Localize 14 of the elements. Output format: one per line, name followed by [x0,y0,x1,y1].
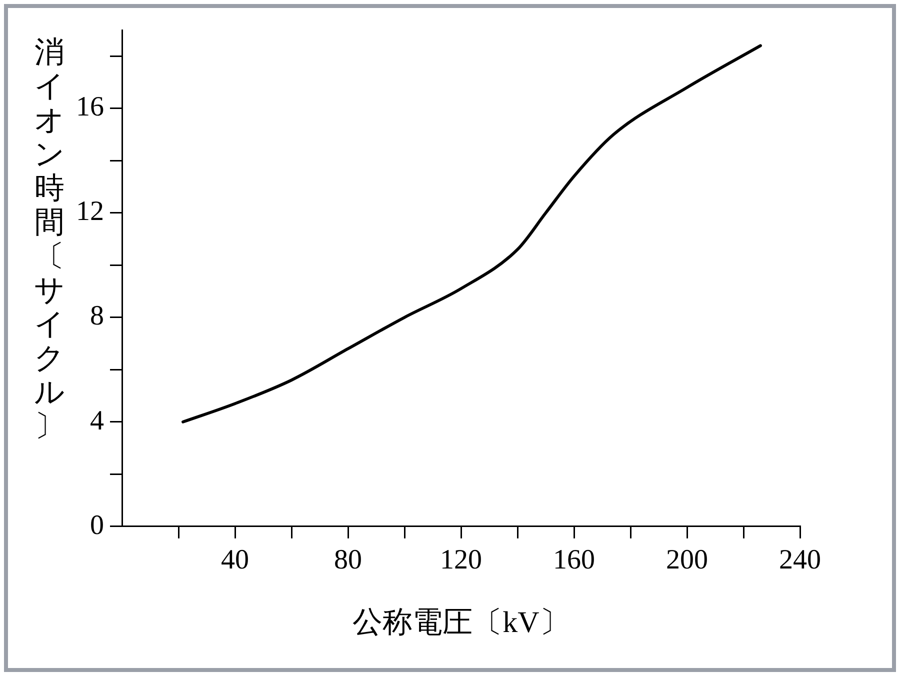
text: 消イオン時間〔サイクル〕 [34,36,65,443]
y-tick-label: 0 [90,510,104,541]
y-tick-label: 16 [76,92,104,123]
y-tick-label: 12 [76,196,104,228]
x-tick-label: 40 [221,544,249,576]
line-series [182,44,762,424]
y-tick-label: 8 [90,300,104,332]
x-axis-title: 公称電圧〔kV〕 [352,606,570,639]
x-tick-label: 80 [334,544,362,576]
y-tick-label: 4 [90,405,104,436]
x-tick-label: 160 [553,544,595,576]
x-tick-label: 200 [666,544,708,576]
x-tick-label: 120 [440,544,482,576]
x-tick-label: 240 [779,544,821,576]
